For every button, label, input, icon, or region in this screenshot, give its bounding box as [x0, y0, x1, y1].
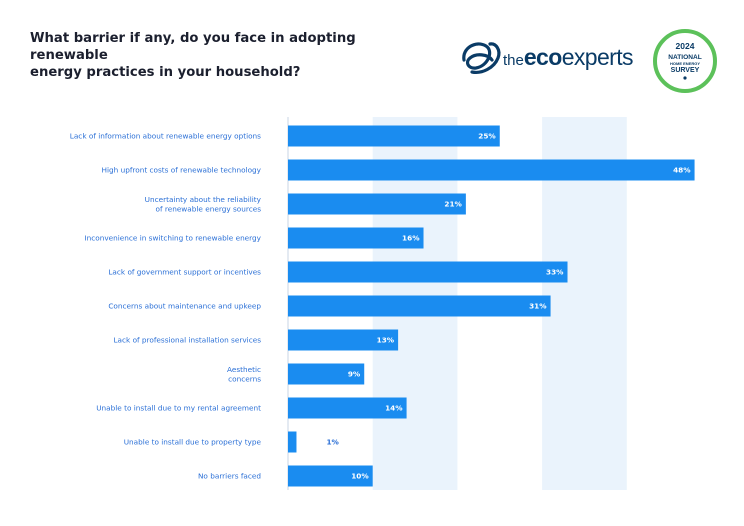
- bar: [288, 125, 500, 147]
- category-label: Concerns about maintenance and upkeep: [108, 302, 261, 311]
- bar: [288, 363, 365, 385]
- bar: [288, 227, 424, 249]
- category-label: Lack of information about renewable ener…: [70, 132, 261, 141]
- survey-badge-icon: 2024 NATIONAL HOME ENERGY SURVEY: [653, 29, 717, 93]
- category-label: Unable to install due to property type: [124, 438, 262, 447]
- data-label: 31%: [529, 302, 547, 311]
- category-label: Uncertainty about the reliability: [145, 195, 262, 204]
- data-label: 33%: [546, 268, 564, 277]
- brand-name-rest: experts: [561, 44, 634, 70]
- data-label: 14%: [385, 404, 403, 413]
- category-label: Inconvenience in switching to renewable …: [84, 234, 261, 243]
- badge-line1: NATIONAL: [668, 54, 702, 61]
- category-label: Lack of professional installation servic…: [113, 336, 261, 345]
- brand-name: theecoexperts: [503, 44, 634, 71]
- bar: [288, 159, 695, 181]
- badge-line2: HOME ENERGY: [670, 61, 700, 66]
- category-label: Unable to install due to my rental agree…: [96, 404, 261, 413]
- brand-name-prefix: the: [503, 52, 524, 69]
- brand-name-eco: eco: [523, 44, 562, 70]
- bar: [288, 261, 568, 283]
- data-label: 21%: [444, 200, 462, 209]
- bar: [288, 193, 466, 215]
- category-label: High upfront costs of renewable technolo…: [101, 166, 261, 175]
- bar: [288, 431, 297, 453]
- data-label: 16%: [402, 234, 420, 243]
- category-label: Aesthetic: [227, 365, 261, 374]
- category-label: No barriers faced: [198, 472, 261, 481]
- chart-title-line1: What barrier if any, do you face in adop…: [30, 31, 356, 63]
- category-label: Lack of government support or incentives: [108, 268, 261, 277]
- bar: [288, 329, 399, 351]
- data-label: 13%: [377, 336, 395, 345]
- data-label: 9%: [348, 370, 361, 379]
- category-label: of renewable energy sources: [156, 204, 262, 213]
- badge-line3: SURVEY: [671, 67, 700, 74]
- data-label: 10%: [351, 472, 369, 481]
- bar: [288, 465, 373, 487]
- data-label: 48%: [673, 166, 691, 175]
- chart-title: What barrier if any, do you face in adop…: [30, 30, 390, 81]
- brand-logo-icon: [462, 42, 501, 74]
- bar: [288, 295, 551, 317]
- category-label: concerns: [228, 374, 261, 383]
- data-label: 25%: [478, 132, 496, 141]
- badge-year: 2024: [676, 41, 695, 51]
- chart-title-line2: energy practices in your household?: [30, 65, 301, 80]
- data-label: 1%: [326, 438, 339, 447]
- bar: [288, 397, 407, 419]
